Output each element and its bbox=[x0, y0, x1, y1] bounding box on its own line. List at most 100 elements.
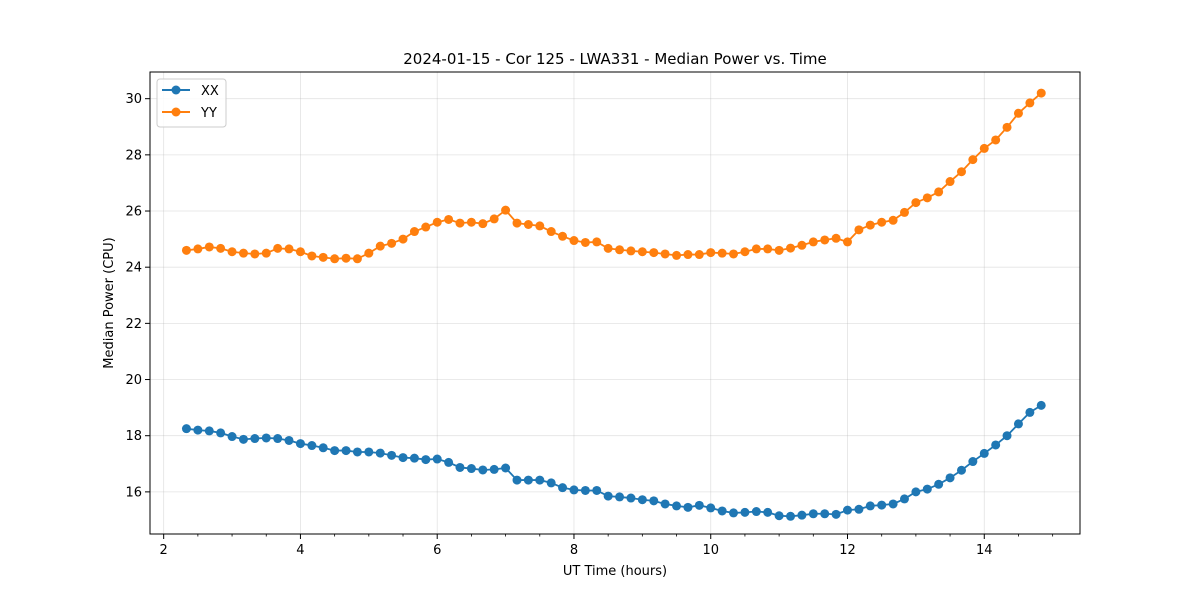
data-point-yy bbox=[250, 249, 260, 259]
data-point-xx bbox=[364, 447, 374, 457]
y-tick-label: 28 bbox=[125, 148, 142, 163]
data-point-yy bbox=[911, 198, 921, 208]
data-point-yy bbox=[489, 214, 499, 224]
data-point-yy bbox=[717, 248, 727, 258]
data-point-xx bbox=[181, 424, 191, 434]
data-point-xx bbox=[444, 457, 454, 467]
data-point-xx bbox=[592, 485, 602, 495]
data-point-xx bbox=[421, 455, 431, 465]
data-point-xx bbox=[854, 504, 864, 514]
data-point-xx bbox=[615, 492, 625, 502]
data-point-yy bbox=[523, 220, 533, 230]
grid bbox=[150, 72, 1080, 534]
data-point-xx bbox=[352, 447, 362, 457]
data-point-yy bbox=[843, 237, 852, 247]
data-point-xx bbox=[729, 508, 739, 518]
data-point-yy bbox=[1013, 108, 1023, 118]
x-tick-label: 4 bbox=[296, 543, 304, 558]
data-point-xx bbox=[672, 501, 682, 511]
data-point-yy bbox=[865, 220, 875, 230]
data-point-xx bbox=[694, 500, 704, 510]
data-point-xx bbox=[261, 433, 271, 443]
y-axis-label: Median Power (CPU) bbox=[102, 237, 117, 368]
y-tick-label: 30 bbox=[125, 92, 142, 107]
data-point-yy bbox=[740, 247, 750, 257]
data-point-yy bbox=[592, 237, 602, 247]
data-point-xx bbox=[341, 446, 351, 456]
data-point-xx bbox=[489, 464, 499, 474]
data-point-yy bbox=[238, 248, 248, 258]
data-point-xx bbox=[877, 500, 887, 510]
data-point-yy bbox=[444, 214, 454, 224]
data-point-xx bbox=[580, 485, 590, 495]
data-point-xx bbox=[216, 428, 226, 438]
data-point-yy bbox=[899, 207, 909, 217]
data-point-yy bbox=[626, 246, 636, 256]
data-point-xx bbox=[478, 465, 488, 475]
data-point-yy bbox=[535, 221, 545, 231]
data-point-xx bbox=[295, 439, 305, 449]
data-point-xx bbox=[193, 425, 203, 435]
x-tick-label: 8 bbox=[570, 543, 578, 558]
legend-marker-xx bbox=[171, 85, 181, 95]
data-point-xx bbox=[717, 506, 727, 516]
data-point-yy bbox=[729, 249, 739, 259]
data-point-yy bbox=[216, 243, 226, 253]
data-point-yy bbox=[284, 244, 294, 254]
chart-title: 2024-01-15 - Cor 125 - LWA331 - Median P… bbox=[403, 50, 827, 68]
data-point-xx bbox=[273, 434, 283, 444]
y-tick-label: 26 bbox=[125, 205, 142, 220]
y-tick-label: 18 bbox=[125, 429, 142, 444]
data-point-xx bbox=[831, 509, 841, 519]
data-point-yy bbox=[466, 217, 476, 227]
data-point-xx bbox=[501, 463, 511, 473]
data-point-yy bbox=[991, 135, 1001, 145]
data-point-yy bbox=[432, 217, 442, 227]
data-point-yy bbox=[318, 252, 328, 262]
x-tick-label: 10 bbox=[702, 543, 719, 558]
series-line-xx bbox=[186, 404, 1042, 518]
data-point-xx bbox=[956, 465, 966, 475]
data-point-yy bbox=[888, 215, 898, 225]
data-point-yy bbox=[968, 155, 978, 165]
data-point-xx bbox=[843, 505, 852, 515]
data-point-yy bbox=[694, 250, 704, 260]
data-point-xx bbox=[911, 487, 921, 497]
x-axis-label: UT Time (hours) bbox=[563, 564, 667, 579]
data-point-xx bbox=[865, 501, 875, 511]
data-point-xx bbox=[398, 453, 408, 463]
legend-label-yy: YY bbox=[200, 106, 217, 121]
data-point-xx bbox=[603, 491, 613, 501]
data-point-yy bbox=[341, 253, 351, 263]
data-point-xx bbox=[569, 485, 579, 495]
data-point-xx bbox=[466, 464, 476, 474]
data-point-xx bbox=[786, 511, 796, 521]
data-point-yy bbox=[1025, 98, 1035, 108]
data-point-xx bbox=[660, 499, 670, 509]
x-tick-label: 2 bbox=[160, 543, 168, 558]
data-point-yy bbox=[204, 242, 214, 252]
legend-label-xx: XX bbox=[201, 84, 219, 99]
data-point-yy bbox=[409, 227, 419, 237]
data-point-yy bbox=[786, 243, 796, 253]
data-point-yy bbox=[455, 218, 465, 228]
data-point-yy bbox=[398, 234, 408, 244]
data-point-yy bbox=[877, 217, 887, 227]
x-tick-label: 14 bbox=[976, 543, 993, 558]
data-point-yy bbox=[660, 249, 670, 259]
data-point-yy bbox=[1002, 122, 1012, 132]
data-point-yy bbox=[637, 247, 647, 257]
data-point-yy bbox=[706, 248, 716, 258]
data-point-yy bbox=[295, 247, 305, 257]
data-point-yy bbox=[808, 237, 818, 247]
data-point-xx bbox=[409, 453, 419, 463]
legend: XX YY bbox=[156, 78, 227, 128]
data-point-xx bbox=[546, 478, 556, 488]
data-point-yy bbox=[922, 193, 932, 203]
data-point-xx bbox=[238, 434, 248, 444]
data-point-yy bbox=[546, 227, 556, 237]
data-point-xx bbox=[307, 441, 317, 451]
data-point-xx bbox=[763, 507, 773, 517]
data-point-xx bbox=[797, 510, 807, 520]
